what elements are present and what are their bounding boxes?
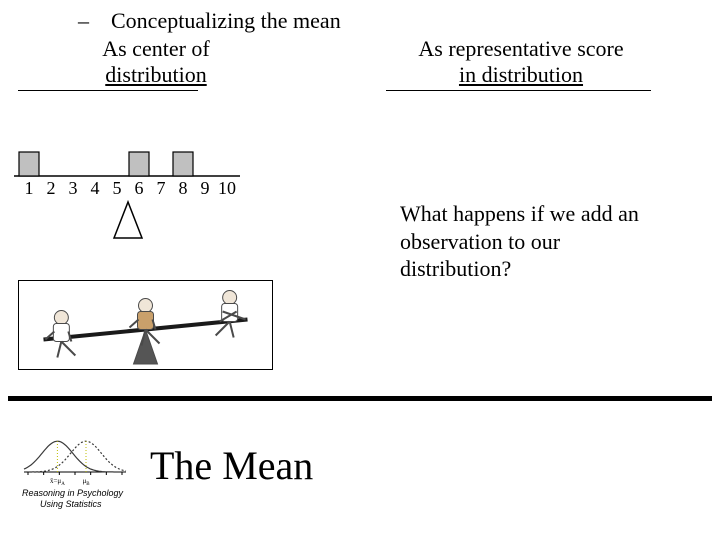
numberline-tick: 5 xyxy=(106,178,128,199)
right-heading: As representative score in distribution xyxy=(376,36,666,89)
numberline-labels: 12345678910 xyxy=(18,178,238,199)
logo-caption-line2: Using Statistics xyxy=(40,499,123,510)
slide-root: – Conceptualizing the mean As center of … xyxy=(0,0,720,540)
svg-text:μB: μB xyxy=(82,477,90,486)
right-heading-line2: in distribution xyxy=(376,62,666,88)
question-block: What happens if we add an observation to… xyxy=(400,200,700,283)
numberline-tick: 3 xyxy=(62,178,84,199)
logo-caption-line1: Reasoning in Psychology xyxy=(22,488,123,499)
right-heading-line1: As representative score xyxy=(376,36,666,62)
numberline-tick: 6 xyxy=(128,178,150,199)
question-line2: observation to our xyxy=(400,228,700,256)
right-heading-rule-extra xyxy=(386,90,651,91)
numberline-svg xyxy=(0,0,280,260)
page-title: The Mean xyxy=(150,442,313,489)
section-divider xyxy=(8,396,712,401)
seesaw-illustration xyxy=(18,280,273,370)
numberline-tick: 7 xyxy=(150,178,172,199)
numberline-tick: 4 xyxy=(84,178,106,199)
numberline-tick: 10 xyxy=(216,178,238,199)
numberline-tick: 2 xyxy=(40,178,62,199)
question-line1: What happens if we add an xyxy=(400,200,700,228)
logo-caption: Reasoning in Psychology Using Statistics xyxy=(22,488,123,510)
distribution-logo: x̄=μA μB xyxy=(20,430,130,486)
svg-text:x̄=μA: x̄=μA xyxy=(50,477,65,486)
question-line3: distribution? xyxy=(400,255,700,283)
numberline-tick: 1 xyxy=(18,178,40,199)
numberline-tick: 8 xyxy=(172,178,194,199)
numberline-tick: 9 xyxy=(194,178,216,199)
